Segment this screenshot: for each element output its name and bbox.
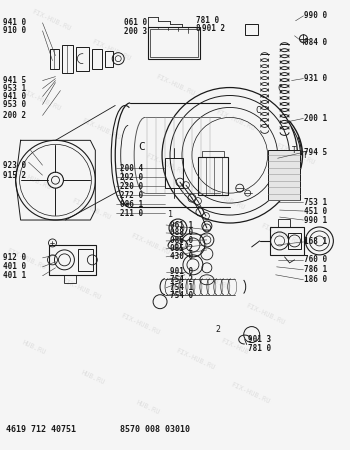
Text: 953 0: 953 0 [3, 100, 26, 109]
Bar [245, 24, 258, 35]
Text: 990 1: 990 1 [304, 216, 328, 225]
Text: 754 0: 754 0 [170, 291, 193, 300]
Text: 941 0: 941 0 [3, 92, 26, 101]
Text: FIX-HUB.RU: FIX-HUB.RU [190, 267, 231, 291]
Text: 084 0: 084 0 [304, 38, 328, 47]
Text: 941 0: 941 0 [3, 18, 26, 27]
Text: FIX-HUB.RU: FIX-HUB.RU [245, 302, 286, 326]
Text: HUB.RU: HUB.RU [21, 339, 46, 356]
Text: 401 1: 401 1 [3, 271, 26, 280]
Text: 953 1: 953 1 [3, 84, 26, 93]
Bar [150, 29, 198, 57]
Text: 901 0: 901 0 [170, 267, 193, 276]
Text: 186 0: 186 0 [304, 275, 328, 284]
Bar [288, 233, 301, 249]
Text: 200 1: 200 1 [304, 114, 328, 123]
Text: FIX-HUB.RU: FIX-HUB.RU [21, 88, 62, 112]
Text: T: T [302, 151, 307, 160]
Text: 786 1: 786 1 [304, 266, 328, 274]
Text: 061 1: 061 1 [170, 220, 193, 230]
Bar [268, 150, 300, 200]
Text: FIX-HUB: FIX-HUB [220, 338, 249, 356]
Text: FIX-HUB.RU: FIX-HUB.RU [145, 153, 186, 176]
Text: 200 4: 200 4 [120, 164, 144, 173]
Bar [282, 176, 294, 185]
Text: FIX-HUB.RU: FIX-HUB.RU [120, 312, 161, 336]
Text: C: C [138, 142, 145, 152]
Text: 200 2: 200 2 [3, 111, 26, 120]
Bar [92, 49, 102, 68]
Bar [270, 227, 304, 255]
Text: 220 0: 220 0 [120, 182, 144, 191]
Text: FIX-HUB.RU: FIX-HUB.RU [130, 233, 171, 256]
Text: 272 0: 272 0 [120, 191, 144, 200]
Text: T: T [292, 146, 296, 155]
Text: 085 2: 085 2 [170, 244, 193, 253]
Text: 8: 8 [196, 24, 201, 33]
Text: 451 0: 451 0 [304, 207, 328, 216]
Bar [49, 245, 96, 275]
Text: FIX-HUB.RU: FIX-HUB.RU [70, 198, 111, 221]
Text: 4619 712 40751: 4619 712 40751 [6, 425, 76, 434]
Text: C: C [278, 84, 282, 93]
Text: 781 0: 781 0 [248, 344, 271, 353]
Bar [76, 47, 89, 71]
Text: 794 5: 794 5 [304, 148, 328, 157]
Text: 061 0: 061 0 [124, 18, 147, 27]
Text: FIX-HUB.RU: FIX-HUB.RU [6, 248, 47, 271]
Text: 168 1: 168 1 [304, 238, 328, 247]
Text: 401 0: 401 0 [3, 262, 26, 271]
Text: 754 2: 754 2 [170, 275, 193, 284]
Text: 912 0: 912 0 [3, 253, 26, 262]
Text: FIX-HUB.RU: FIX-HUB.RU [175, 347, 216, 370]
Text: FIX-HUB.RU: FIX-HUB.RU [230, 382, 271, 405]
Bar [165, 158, 183, 188]
Text: FIX-HUB.RU: FIX-HUB.RU [260, 222, 301, 246]
Text: 200 3: 200 3 [124, 27, 147, 36]
Text: HUB.RU: HUB.RU [135, 399, 161, 415]
Text: 941 5: 941 5 [3, 76, 26, 85]
Text: 931 0: 931 0 [304, 74, 328, 83]
Text: 760 0: 760 0 [304, 255, 328, 264]
Text: 781 0: 781 0 [196, 16, 219, 25]
Text: FIX-HUB.RU: FIX-HUB.RU [215, 108, 256, 131]
Text: 088 0: 088 0 [170, 229, 193, 238]
Bar [64, 275, 76, 283]
Bar [202, 151, 224, 157]
Text: FIX-HUB.RU: FIX-HUB.RU [90, 38, 131, 62]
Bar [78, 249, 93, 271]
Text: 910 0: 910 0 [3, 26, 26, 35]
Text: 923 0: 923 0 [3, 161, 26, 170]
Text: FIX-HUB.RU: FIX-HUB.RU [205, 188, 246, 211]
Text: FIX-HUB.RU: FIX-HUB.RU [80, 118, 121, 141]
Text: 1: 1 [168, 210, 173, 219]
Text: 430 0: 430 0 [170, 252, 193, 261]
Bar [105, 51, 113, 67]
Bar [278, 219, 289, 227]
Text: HUB.RU: HUB.RU [80, 369, 106, 385]
Text: FIX-HUB.RU: FIX-HUB.RU [275, 143, 316, 166]
Text: 901 3: 901 3 [248, 335, 271, 344]
Bar [50, 49, 60, 68]
Text: 990 0: 990 0 [304, 11, 328, 20]
Text: 754 1: 754 1 [170, 283, 193, 292]
Text: 901 2: 901 2 [202, 24, 225, 33]
Text: 2: 2 [216, 325, 221, 334]
Text: FIX-HUB.RU: FIX-HUB.RU [61, 277, 102, 301]
Text: 292 0: 292 0 [120, 173, 144, 182]
Text: 086 1: 086 1 [120, 200, 144, 209]
Text: 8570 008 03010: 8570 008 03010 [120, 425, 190, 434]
Text: 753 1: 753 1 [304, 198, 328, 207]
Text: 211 0: 211 0 [120, 208, 144, 217]
Bar [148, 27, 200, 58]
Text: 915 2: 915 2 [3, 171, 26, 180]
Text: FIX-HUB.RU: FIX-HUB.RU [155, 73, 196, 96]
Text: FIX-HUB.RU: FIX-HUB.RU [30, 9, 72, 32]
Bar [62, 45, 74, 72]
Text: C: C [256, 106, 261, 115]
Bar [198, 157, 228, 195]
Text: 086 0: 086 0 [170, 236, 193, 245]
Text: FIX-HUB.RU: FIX-HUB.RU [10, 168, 52, 191]
